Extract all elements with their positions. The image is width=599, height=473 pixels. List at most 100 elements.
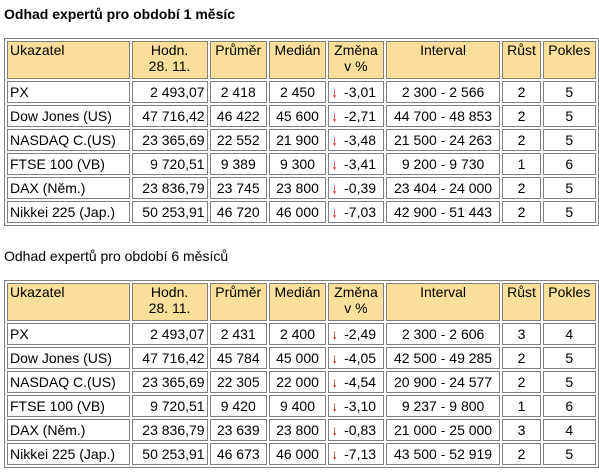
cell-interval: 21 500 - 24 263 <box>385 129 501 151</box>
cell-average: 45 784 <box>209 347 267 369</box>
cell-name: Dow Jones (US) <box>7 105 130 127</box>
cell-down-count: 4 <box>542 419 596 441</box>
cell-interval: 44 700 - 48 853 <box>385 105 501 127</box>
cell-interval: 43 500 - 52 919 <box>385 443 501 465</box>
cell-average: 22 305 <box>209 371 267 393</box>
header-hodnota: Hodn. 28. 11. <box>131 41 208 79</box>
header-ukazatel: Ukazatel <box>7 283 130 321</box>
cell-average: 2 431 <box>209 323 267 345</box>
cell-value: 47 716,42 <box>131 105 208 127</box>
cell-median: 46 000 <box>268 201 327 223</box>
cell-name: PX <box>7 323 130 345</box>
header-zmena: Změna v % <box>328 41 384 79</box>
cell-name: DAX (Něm.) <box>7 419 130 441</box>
cell-value: 9 720,51 <box>131 153 208 175</box>
header-pokles: Pokles <box>542 41 596 79</box>
cell-down-count: 5 <box>542 347 596 369</box>
cell-name: Nikkei 225 (Jap.) <box>7 443 130 465</box>
cell-median: 23 800 <box>268 177 327 199</box>
cell-up-count: 3 <box>502 419 541 441</box>
header-hodnota: Hodn. 28. 11. <box>131 283 208 321</box>
header-rust: Růst <box>502 283 541 321</box>
table-6-months: Ukazatel Hodn. 28. 11. Průměr Medián Změna v %… <box>4 280 599 468</box>
cell-interval: 2 300 - 2 606 <box>385 323 501 345</box>
cell-median: 9 300 <box>268 153 327 175</box>
cell-name: DAX (Něm.) <box>7 177 130 199</box>
header-ukazatel: Ukazatel <box>7 41 130 79</box>
change-value: -3,41 <box>344 156 377 172</box>
cell-average: 46 673 <box>209 443 267 465</box>
table-row: Nikkei 225 (Jap.) 50 253,91 46 720 46 000 ↓ -… <box>7 201 596 223</box>
cell-name: NASDAQ C.(US) <box>7 371 130 393</box>
down-arrow-icon: ↓ <box>331 350 339 366</box>
header-pokles: Pokles <box>542 283 596 321</box>
down-arrow-icon: ↓ <box>331 398 339 414</box>
down-arrow-icon: ↓ <box>331 326 339 342</box>
change-value: -3,01 <box>344 84 377 100</box>
cell-up-count: 2 <box>502 347 541 369</box>
table-row: PX 2 493,07 2 418 2 450 ↓ -3,01 2 300 - 2 566 2… <box>7 81 596 103</box>
cell-change: ↓ -7,03 <box>328 201 384 223</box>
cell-up-count: 2 <box>502 201 541 223</box>
cell-average: 23 639 <box>209 419 267 441</box>
cell-change: ↓ -4,05 <box>328 347 384 369</box>
header-row: Ukazatel Hodn. 28. 11. Průměr Medián Změna v %… <box>7 41 596 79</box>
cell-change: ↓ -0,83 <box>328 419 384 441</box>
cell-value: 2 493,07 <box>131 323 208 345</box>
cell-average: 46 422 <box>209 105 267 127</box>
header-prumer: Průměr <box>209 41 267 79</box>
cell-down-count: 5 <box>542 443 596 465</box>
down-arrow-icon: ↓ <box>331 422 339 438</box>
change-value: -7,03 <box>344 204 377 220</box>
table-row: DAX (Něm.) 23 836,79 23 639 23 800 ↓ -0,83 21 … <box>7 419 596 441</box>
table-row: Dow Jones (US) 47 716,42 45 784 45 000 ↓ -4,0… <box>7 347 596 369</box>
down-arrow-icon: ↓ <box>331 374 339 390</box>
change-value: -2,71 <box>344 108 377 124</box>
down-arrow-icon: ↓ <box>331 108 339 124</box>
cell-change: ↓ -3,48 <box>328 129 384 151</box>
cell-change: ↓ -3,01 <box>328 81 384 103</box>
cell-up-count: 2 <box>502 371 541 393</box>
cell-change: ↓ -2,49 <box>328 323 384 345</box>
cell-change: ↓ -3,41 <box>328 153 384 175</box>
cell-down-count: 5 <box>542 129 596 151</box>
cell-median: 23 800 <box>268 419 327 441</box>
header-zmena: Změna v % <box>328 283 384 321</box>
header-median: Medián <box>268 41 327 79</box>
change-value: -0,39 <box>344 180 377 196</box>
cell-interval: 9 237 - 9 800 <box>385 395 501 417</box>
cell-up-count: 2 <box>502 443 541 465</box>
header-rust: Růst <box>502 41 541 79</box>
cell-interval: 9 200 - 9 730 <box>385 153 501 175</box>
down-arrow-icon: ↓ <box>331 180 339 196</box>
cell-value: 23 836,79 <box>131 419 208 441</box>
cell-up-count: 2 <box>502 105 541 127</box>
cell-change: ↓ -7,13 <box>328 443 384 465</box>
cell-down-count: 4 <box>542 323 596 345</box>
change-value: -4,54 <box>344 374 377 390</box>
down-arrow-icon: ↓ <box>331 204 339 220</box>
cell-change: ↓ -0,39 <box>328 177 384 199</box>
cell-value: 9 720,51 <box>131 395 208 417</box>
down-arrow-icon: ↓ <box>331 446 339 462</box>
cell-interval: 21 000 - 25 000 <box>385 419 501 441</box>
cell-median: 22 000 <box>268 371 327 393</box>
cell-value: 50 253,91 <box>131 201 208 223</box>
table-row: Nikkei 225 (Jap.) 50 253,91 46 673 46 000 ↓ -… <box>7 443 596 465</box>
cell-up-count: 3 <box>502 323 541 345</box>
change-value: -3,10 <box>344 398 377 414</box>
cell-interval: 2 300 - 2 566 <box>385 81 501 103</box>
table-row: Dow Jones (US) 47 716,42 46 422 45 600 ↓ -2,7… <box>7 105 596 127</box>
section-2-title: Odhad expertů pro období 6 měsíců <box>4 248 229 264</box>
cell-change: ↓ -4,54 <box>328 371 384 393</box>
cell-up-count: 1 <box>502 153 541 175</box>
cell-name: FTSE 100 (VB) <box>7 153 130 175</box>
cell-median: 45 000 <box>268 347 327 369</box>
cell-interval: 42 500 - 49 285 <box>385 347 501 369</box>
cell-median: 2 450 <box>268 81 327 103</box>
cell-up-count: 1 <box>502 395 541 417</box>
cell-up-count: 2 <box>502 177 541 199</box>
header-median: Medián <box>268 283 327 321</box>
cell-down-count: 5 <box>542 201 596 223</box>
change-value: -4,05 <box>344 350 377 366</box>
